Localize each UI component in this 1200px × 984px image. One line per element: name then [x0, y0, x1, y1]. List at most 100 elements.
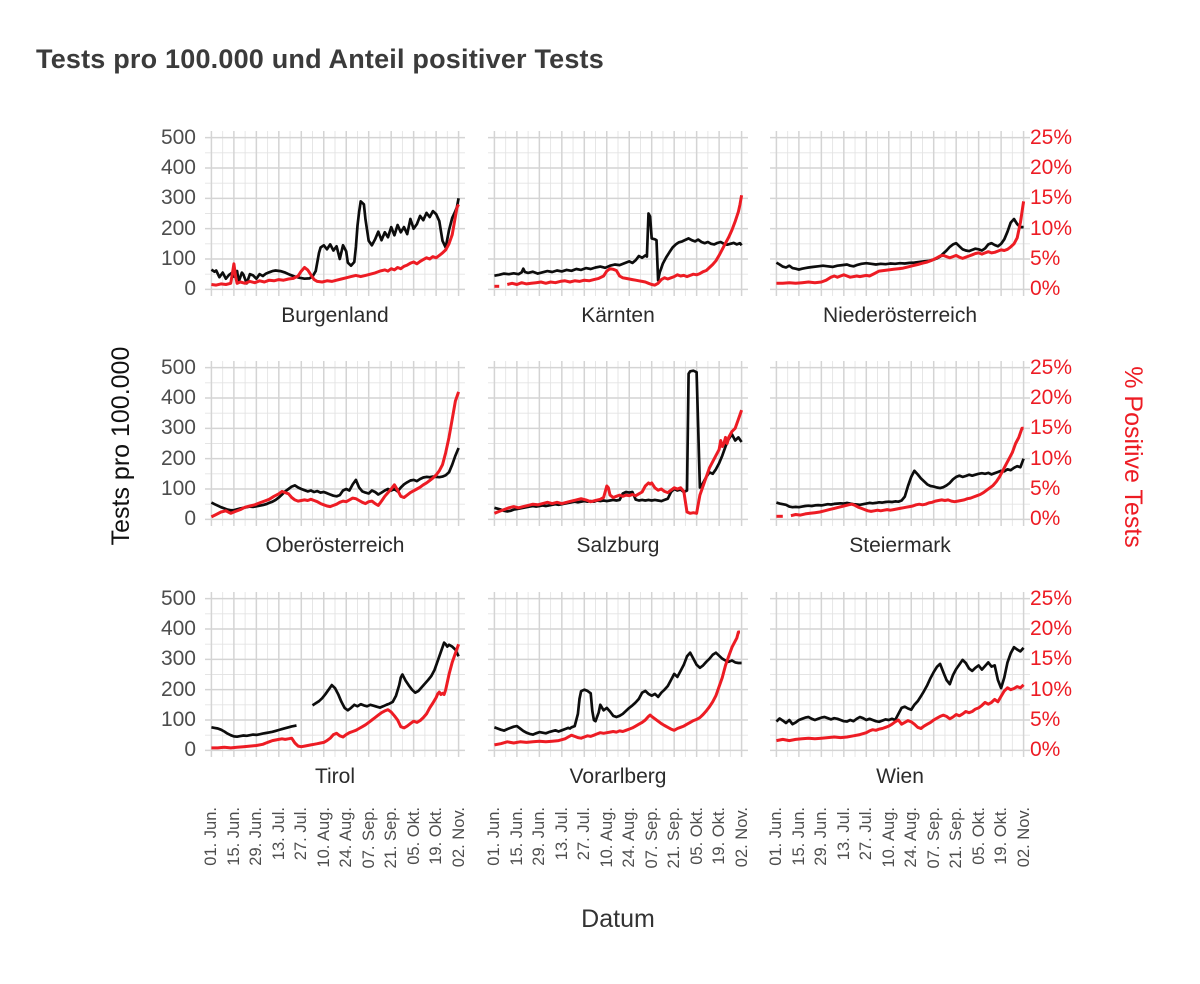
x-axis-tick: 21. Sep. — [665, 807, 684, 869]
facet-label-Oberösterreich: Oberösterreich — [265, 534, 405, 557]
facet-plot — [770, 361, 1030, 526]
facet-panel-Salzburg — [488, 361, 748, 526]
right-axis-tick: 20% — [1030, 617, 1073, 640]
right-axis-tick: 5% — [1030, 246, 1061, 270]
facet-panel-Niederösterreich — [770, 131, 1030, 296]
tests-line — [211, 724, 297, 739]
positivity-line — [494, 630, 740, 747]
x-axis-tick: 10. Aug. — [879, 807, 898, 868]
right-axis-tick: 0% — [1030, 507, 1061, 531]
right-axis-tick: 5% — [1030, 476, 1061, 500]
right-axis-tick: 10% — [1030, 677, 1073, 701]
positivity-line — [776, 683, 1025, 743]
right-axis-tick: 15% — [1030, 647, 1073, 671]
x-axis-tick: 10. Aug. — [597, 807, 616, 868]
y-axis-tick: 0 — [184, 277, 196, 301]
facet-plot — [205, 361, 465, 526]
x-axis-tick: 07. Sep. — [924, 807, 943, 869]
chart-title: Tests pro 100.000 und Anteil positiver T… — [36, 44, 604, 75]
tests-line — [494, 212, 743, 282]
positivity-line — [790, 426, 1024, 518]
facet-label-Niederösterreich: Niederösterreich — [822, 304, 978, 327]
y-axis-tick: 100 — [160, 246, 196, 270]
positivity-line — [211, 643, 461, 750]
facet-plot — [488, 131, 748, 296]
facet-plot — [488, 592, 748, 757]
tests-line — [311, 641, 460, 712]
positivity-line — [506, 195, 744, 287]
facet-plot — [770, 131, 1030, 296]
x-axis-tick: 24. Aug. — [902, 807, 921, 868]
right-axis-tick: 0% — [1030, 277, 1061, 301]
facet-label-Wien: Wien — [876, 765, 924, 788]
right-axis-tick: 10% — [1030, 446, 1073, 470]
tests-line — [210, 198, 460, 285]
y-axis-tick: 400 — [160, 156, 196, 179]
x-axis-tick: 29. Jun. — [812, 807, 831, 866]
x-axis-tick: 15. Jun. — [789, 807, 808, 866]
y-axis-tick: 300 — [160, 647, 196, 671]
x-axis-tick: 21. Sep. — [382, 807, 401, 869]
facet-plot — [488, 361, 748, 526]
y-axis-tick: 100 — [160, 476, 196, 500]
x-axis-tick: 24. Aug. — [620, 807, 639, 868]
right-axis-tick: 15% — [1030, 416, 1073, 440]
facet-label-Tirol: Tirol — [314, 765, 356, 788]
y-axis-tick: 400 — [160, 617, 196, 640]
facet-plot — [770, 592, 1030, 757]
x-axis-tick: 07. Sep. — [359, 807, 378, 869]
right-axis-tick: 10% — [1030, 216, 1073, 240]
x-axis-tick: 27. Jul. — [292, 807, 311, 861]
y-axis-tick: 200 — [160, 677, 196, 701]
tests-line — [493, 651, 742, 736]
x-axis-tick: 29. Jun. — [530, 807, 549, 866]
x-axis-tick: 05. Okt. — [404, 807, 423, 865]
right-axis-tick: 20% — [1030, 156, 1073, 179]
x-axis-tick: 15. Jun. — [507, 807, 526, 866]
y-axis-tick: 0 — [184, 738, 196, 762]
y-axis-tick: 200 — [160, 446, 196, 470]
y-axis-tick: 500 — [160, 125, 196, 149]
positivity-line — [211, 203, 460, 287]
facet-panel-Steiermark — [770, 361, 1030, 526]
y-axis-tick: 500 — [160, 586, 196, 610]
left-axis-title: Tests pro 100.000 — [107, 346, 135, 546]
facet-panel-Oberösterreich — [205, 361, 465, 526]
x-axis-tick: 05. Okt. — [969, 807, 988, 865]
right-axis-tick: 15% — [1030, 186, 1073, 210]
y-axis-tick: 300 — [160, 416, 196, 440]
x-axis-tick: 29. Jun. — [247, 807, 266, 866]
x-axis-tick: 19. Okt. — [992, 807, 1011, 865]
x-axis-tick: 21. Sep. — [947, 807, 966, 869]
y-axis-tick: 0 — [184, 507, 196, 531]
right-axis-tick: 20% — [1030, 386, 1073, 409]
x-axis-tick: 02. Nov. — [449, 807, 468, 868]
positivity-line — [493, 409, 744, 515]
y-axis-tick: 200 — [160, 216, 196, 240]
right-axis-title: % Positive Tests — [1119, 366, 1147, 548]
right-axis-tick: 25% — [1030, 355, 1073, 379]
facet-label-Vorarlberg: Vorarlberg — [569, 765, 667, 788]
facet-label-Burgenland: Burgenland — [281, 304, 389, 327]
x-axis-tick: 27. Jul. — [857, 807, 876, 861]
tests-line — [775, 217, 1024, 271]
x-axis-tick: 15. Jun. — [224, 807, 243, 866]
x-axis-tick: 01. Jun. — [202, 807, 221, 866]
x-axis-tick: 07. Sep. — [642, 807, 661, 869]
y-axis-tick: 400 — [160, 386, 196, 409]
facet-plot — [205, 592, 465, 757]
x-axis-title: Datum — [581, 905, 655, 933]
x-axis-tick: 27. Jul. — [575, 807, 594, 861]
x-axis-tick: 24. Aug. — [337, 807, 356, 868]
facet-label-Salzburg: Salzburg — [576, 534, 660, 557]
tests-line — [775, 458, 1025, 509]
right-axis-tick: 25% — [1030, 125, 1073, 149]
x-axis-tick: 01. Jun. — [485, 807, 504, 866]
x-axis-tick: 19. Okt. — [427, 807, 446, 865]
positivity-line — [776, 201, 1026, 285]
facet-panel-Vorarlberg — [488, 592, 748, 757]
x-axis-tick: 13. Jul. — [834, 807, 853, 861]
tests-line — [775, 645, 1025, 726]
facet-panel-Kärnten — [488, 131, 748, 296]
x-axis-tick: 05. Okt. — [687, 807, 706, 865]
